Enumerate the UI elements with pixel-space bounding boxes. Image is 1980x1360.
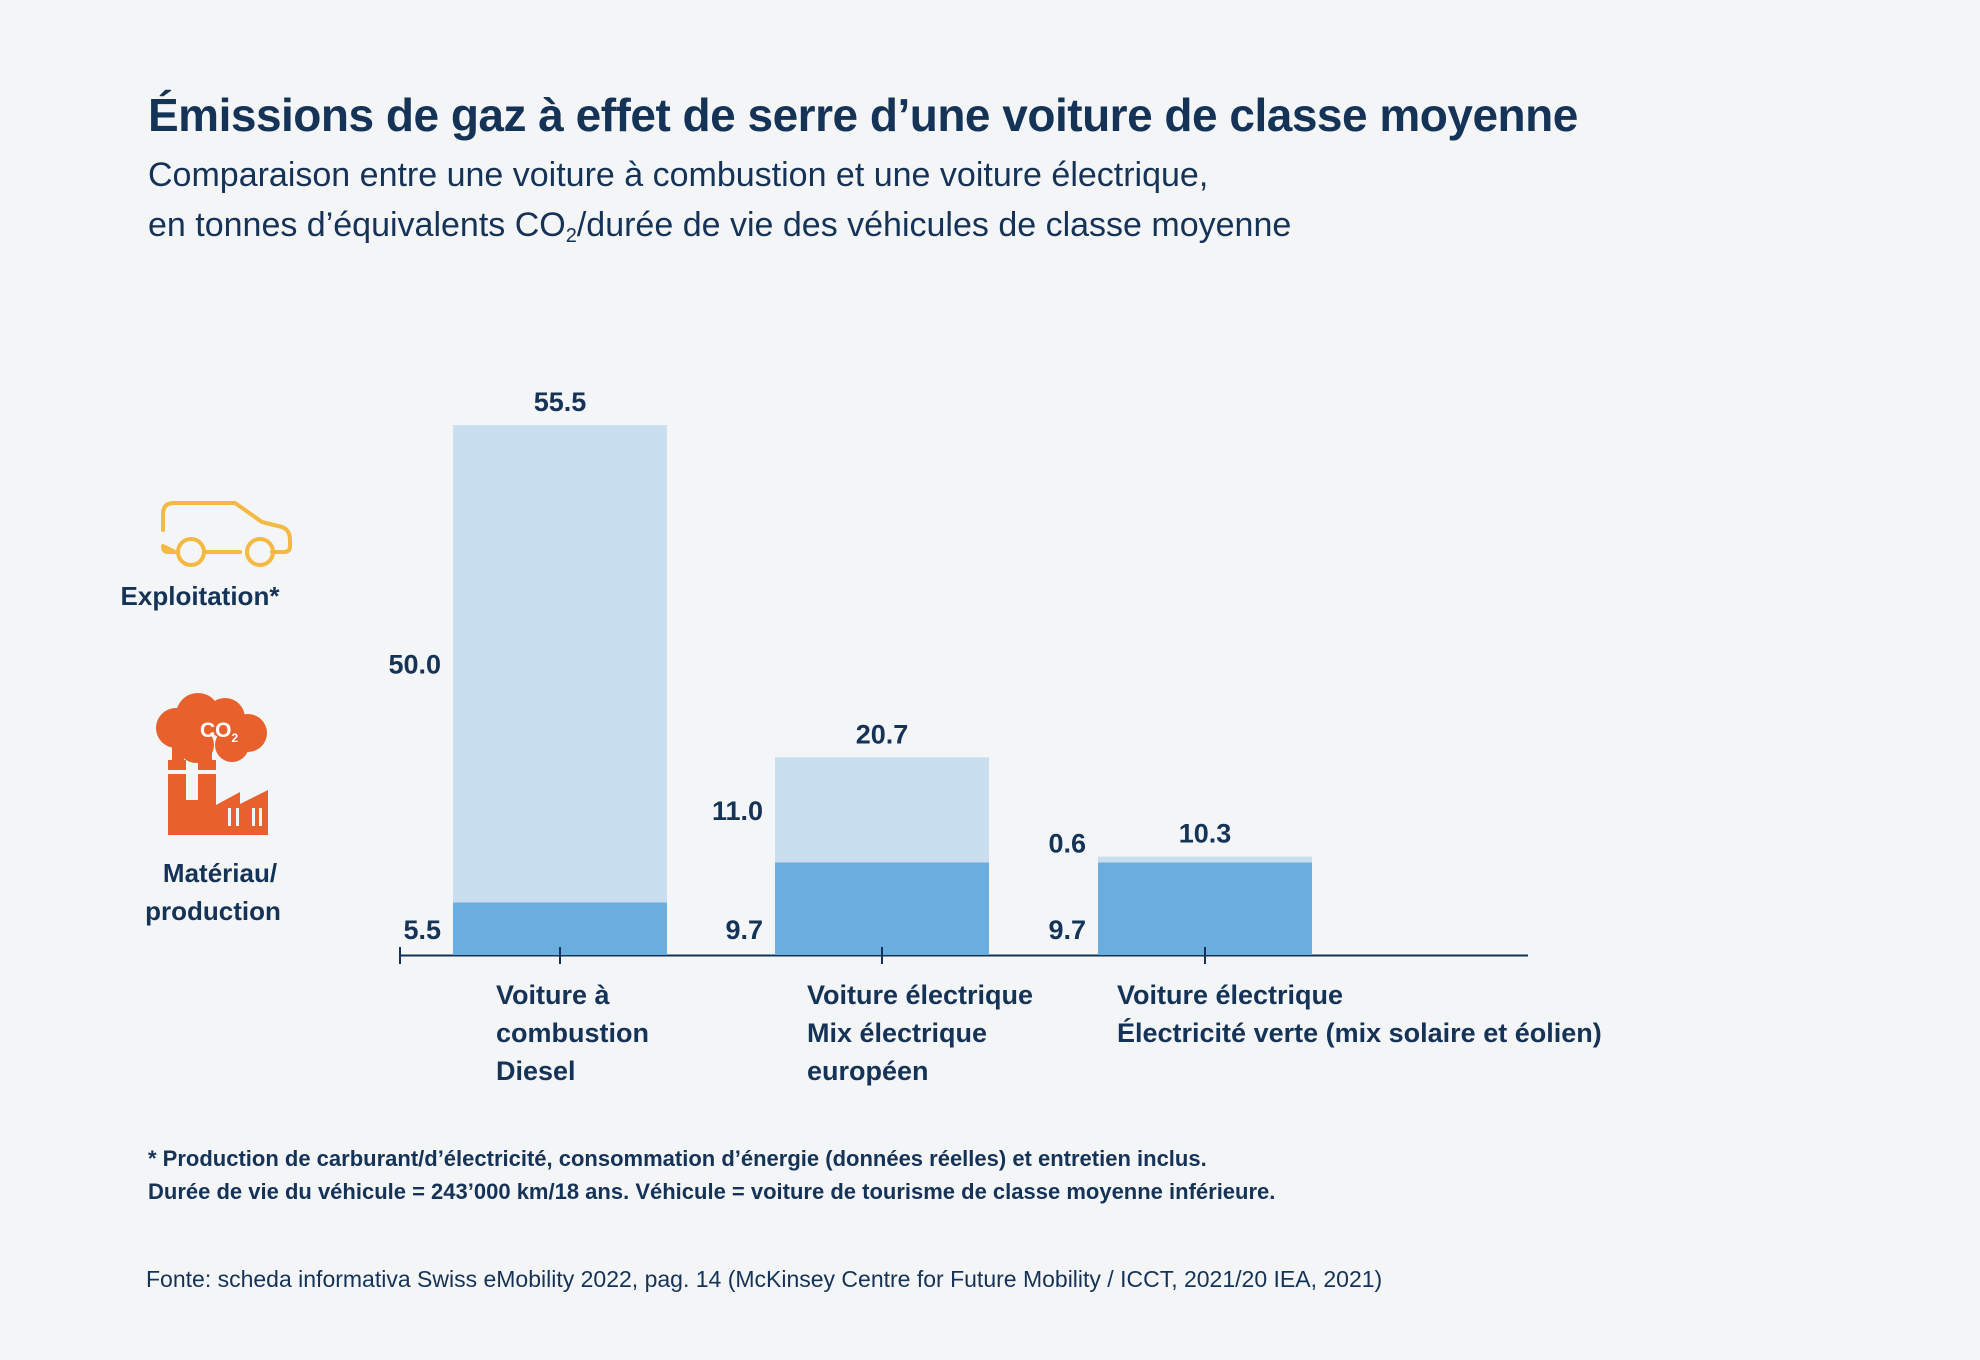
category-label-3-line-1: Voiture électrique bbox=[1117, 980, 1343, 1010]
source-note: Fonte: scheda informativa Swiss eMobilit… bbox=[146, 1266, 1383, 1292]
legend-material-label-line1: Matériau/ bbox=[163, 858, 277, 888]
factory-co2-icon: CO2 bbox=[156, 693, 268, 835]
bar-operation-3 bbox=[1098, 856, 1312, 863]
category-label-3-line-2: Électricité verte (mix solaire et éolien… bbox=[1117, 1017, 1602, 1048]
category-label-2-line-1: Voiture électrique bbox=[807, 980, 1033, 1010]
data-label-material-3: 9.7 bbox=[1048, 915, 1086, 945]
data-label-operation-1: 50.0 bbox=[388, 650, 441, 680]
subtitle-line-2: en tonnes d’équivalents CO2/durée de vie… bbox=[148, 206, 1292, 247]
data-label-total-1: 55.5 bbox=[534, 387, 587, 417]
car-outline-icon bbox=[161, 501, 292, 567]
bar-material-3 bbox=[1098, 862, 1312, 955]
data-label-total-3: 10.3 bbox=[1179, 819, 1232, 849]
bar-material-2 bbox=[775, 862, 989, 955]
bar-operation-2 bbox=[775, 757, 989, 863]
footnote-line-1: * Production de carburant/d’électricité,… bbox=[148, 1146, 1207, 1171]
footnote-line-2: Durée de vie du véhicule = 243’000 km/18… bbox=[148, 1179, 1276, 1204]
footnote: * Production de carburant/d’électricité,… bbox=[148, 1142, 1275, 1208]
chart-subtitle: Comparaison entre une voiture à combusti… bbox=[148, 150, 1291, 250]
category-label-1-line-2: combustion bbox=[496, 1018, 649, 1048]
category-label-1-line-3: Diesel bbox=[496, 1056, 576, 1086]
bar-operation-1 bbox=[453, 425, 667, 903]
category-label-2-line-3: européen bbox=[807, 1056, 929, 1086]
data-label-total-2: 20.7 bbox=[856, 719, 909, 749]
data-label-operation-2: 11.0 bbox=[712, 796, 763, 826]
bar-material-1 bbox=[453, 902, 667, 955]
bar-group: 5.5 50.0 55.5 Voiture à combustion Diesel 9.7 1… bbox=[388, 387, 1601, 1086]
chart-title: Émissions de gaz à effet de serre d’une … bbox=[148, 89, 1578, 141]
factory-co2-text: CO2 bbox=[200, 719, 239, 745]
subtitle-line-1: Comparaison entre une voiture à combusti… bbox=[148, 156, 1209, 194]
legend-material-label-line2: production bbox=[145, 896, 281, 926]
legend-operation-label: Exploitation* bbox=[121, 581, 281, 611]
data-label-material-1: 5.5 bbox=[403, 915, 441, 945]
category-label-1-line-1: Voiture à bbox=[496, 980, 611, 1010]
data-label-operation-3: 0.6 bbox=[1048, 828, 1086, 858]
category-label-2-line-2: Mix électrique bbox=[807, 1018, 987, 1048]
data-label-material-2: 9.7 bbox=[725, 915, 763, 945]
